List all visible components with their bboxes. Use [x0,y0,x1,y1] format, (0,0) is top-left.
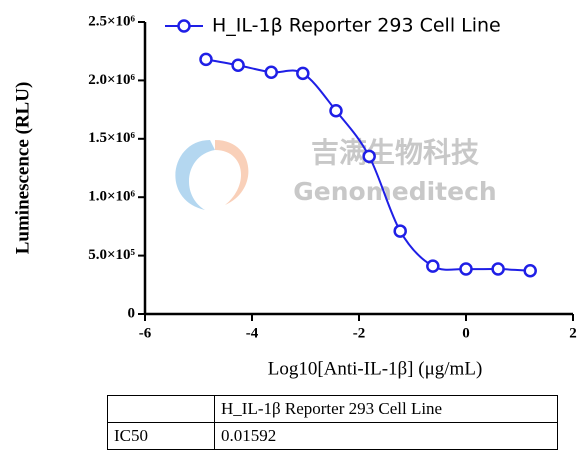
x-tick-label: 0 [462,325,470,341]
y-tick-label: 5.0×10⁵ [88,247,135,263]
y-tick-label: 0 [128,305,136,321]
data-point [264,65,279,79]
watermark-logo [175,140,249,210]
table-corner [107,395,215,423]
x-tick-label: -6 [139,325,152,341]
data-point [523,264,537,278]
x-tick-label: -4 [246,325,259,341]
data-point [231,58,245,72]
y-axis-label: Luminescence (RLU) [12,82,33,255]
data-point [491,262,505,276]
data-point [296,66,310,81]
results-table: H_IL-1β Reporter 293 Cell Line IC50 0.015… [107,395,558,450]
y-tick-label: 1.5×10⁶ [88,130,135,146]
x-axis-label: Log10[Anti-IL-1β] (μg/mL) [268,358,483,379]
x-tick-label: -2 [353,325,366,341]
y-tick-label: 2.5×10⁶ [88,13,135,29]
watermark-en: Genomeditech [293,177,496,206]
data-point [426,259,440,273]
data-point [362,149,376,164]
table-cell: 0.01592 [214,422,558,450]
y-tick-label: 1.0×10⁶ [88,189,135,205]
y-tick-label: 2.0×10⁶ [88,72,135,88]
data-point [199,52,213,67]
data-point [459,262,473,276]
data-point [393,224,407,238]
watermark-cn: 吉满生物科技 [311,136,479,169]
x-tick-label: 2 [569,325,577,341]
data-point [329,104,343,118]
table-cell: IC50 [107,422,215,450]
chart: 吉满生物科技 Genomeditech Luminescence (RLU) L… [12,13,577,379]
legend-label: H_IL-1β Reporter 293 Cell Line [212,15,501,37]
legend-marker [177,19,191,33]
table-header: H_IL-1β Reporter 293 Cell Line [214,395,558,423]
